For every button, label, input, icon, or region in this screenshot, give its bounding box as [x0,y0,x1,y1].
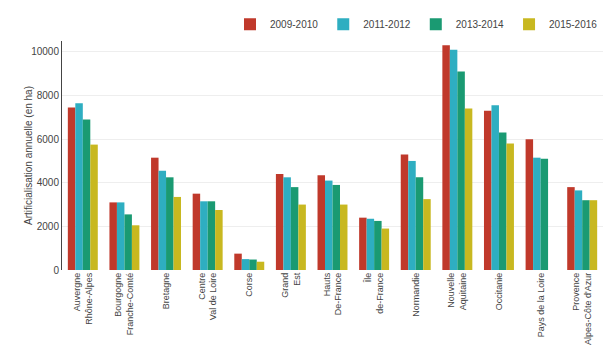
svg-text:NouvelleAquitaine: NouvelleAquitaine [446,273,468,311]
svg-text:Normandie: Normandie [411,273,421,317]
svg-text:Occitanie: Occitanie [494,273,504,311]
svg-text:2013-2014: 2013-2014 [456,19,504,30]
svg-text:2015-2016: 2015-2016 [549,19,597,30]
svg-text:ProvenceAlpes-Côte d'Azur: ProvenceAlpes-Côte d'Azur [571,273,593,345]
svg-text:2009-2010: 2009-2010 [270,19,318,30]
svg-text:Îlede-France: Îlede-France [363,273,385,314]
svg-text:10000: 10000 [31,46,59,57]
svg-text:4000: 4000 [37,177,60,188]
svg-text:AuvergneRhône-Alpes: AuvergneRhône-Alpes [72,272,94,325]
svg-text:0: 0 [53,265,59,276]
svg-text:Pays de la Loire: Pays de la Loire [536,273,546,338]
svg-text:CentreVal de Loire: CentreVal de Loire [197,273,219,320]
svg-text:Corse: Corse [244,273,254,297]
svg-text:2011-2012: 2011-2012 [363,19,411,30]
svg-text:6000: 6000 [37,134,60,145]
svg-text:GrandEst: GrandEst [280,272,302,298]
svg-text:8000: 8000 [37,90,60,101]
svg-text:2000: 2000 [37,221,60,232]
svg-text:Bretagne: Bretagne [161,273,171,310]
svg-text:BourgogneFranche-Comté: BourgogneFranche-Comté [113,273,135,336]
svg-text:Artificialisation annuelle (en: Artificialisation annuelle (en ha) [23,86,34,225]
svg-text:HautsDe-France: HautsDe-France [322,272,344,315]
